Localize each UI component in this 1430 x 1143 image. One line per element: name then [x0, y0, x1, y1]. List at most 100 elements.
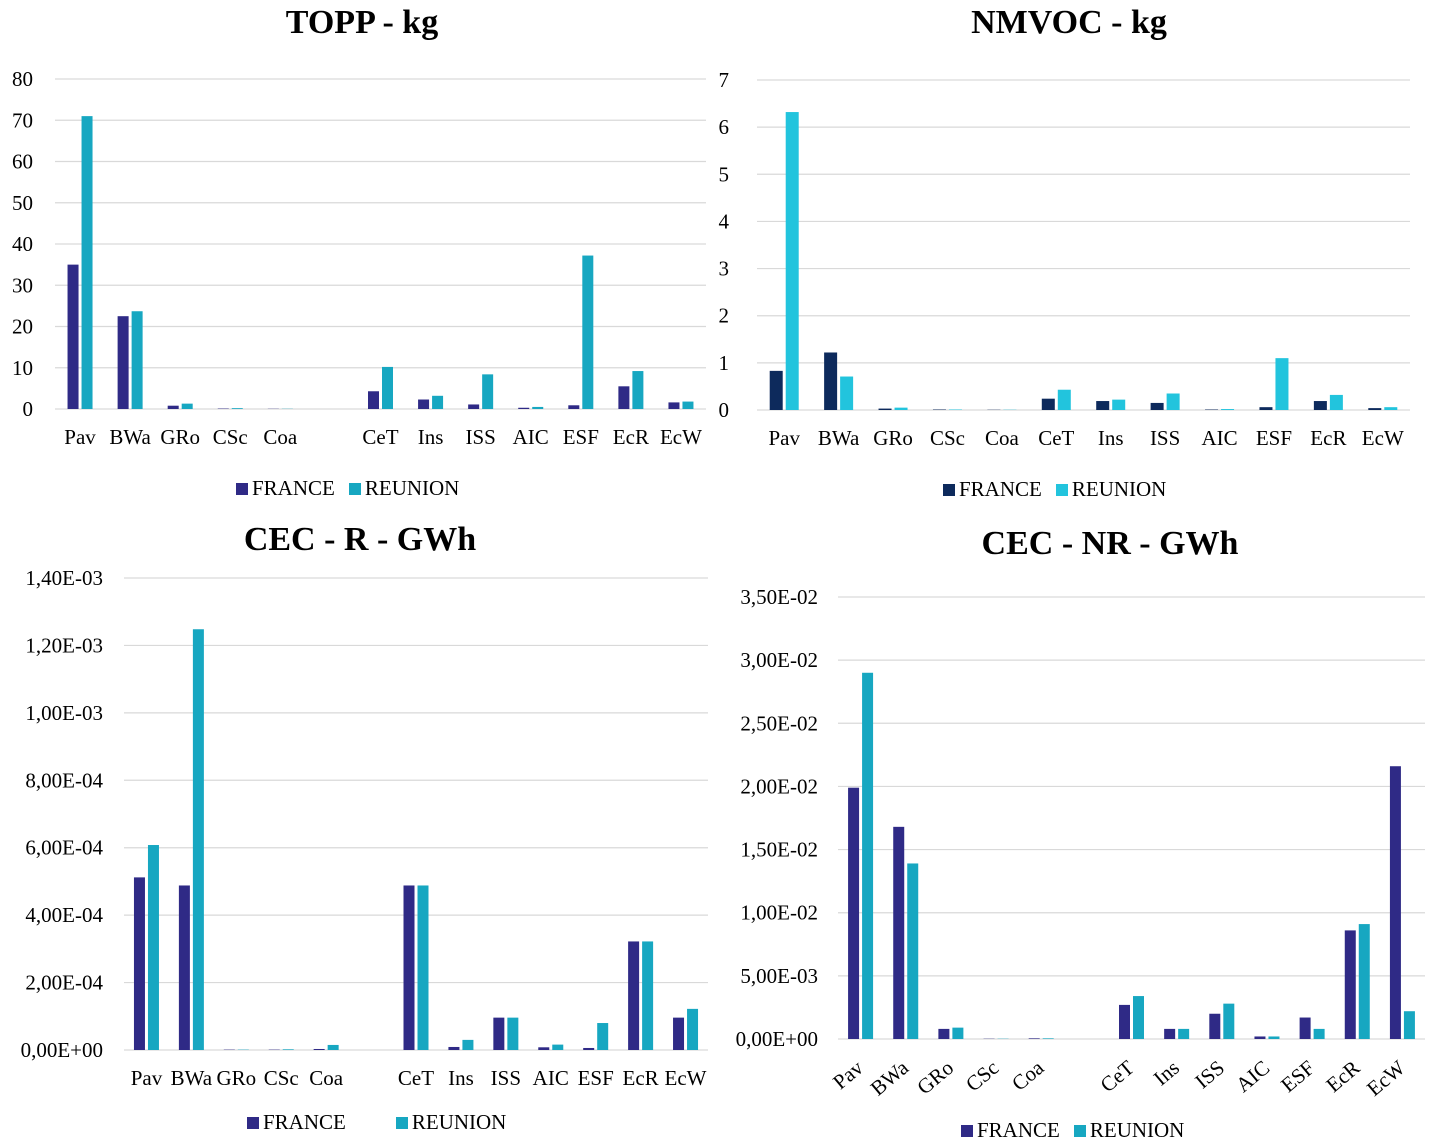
bar-reunion: [193, 629, 204, 1050]
x-tick-label: Coa: [985, 426, 1020, 450]
x-tick-label: EcW: [1362, 426, 1404, 450]
bar-reunion: [1043, 1038, 1054, 1039]
legend-item-france: FRANCE: [247, 1110, 346, 1135]
bar-france: [1119, 1005, 1130, 1039]
x-tick-label: ISS: [1190, 1055, 1229, 1093]
bar-france: [118, 316, 129, 409]
legend-swatch-reunion: [1056, 484, 1068, 496]
bar-reunion: [1275, 358, 1288, 410]
bar-reunion: [532, 407, 543, 409]
bar-reunion: [1359, 924, 1370, 1039]
bar-reunion: [1384, 407, 1397, 410]
bar-reunion: [1404, 1011, 1415, 1039]
bar-france: [1300, 1018, 1311, 1039]
bar-france: [824, 352, 837, 410]
x-tick-label: Ins: [448, 1066, 474, 1090]
bar-france: [314, 1049, 325, 1050]
x-tick-label: CeT: [362, 425, 398, 449]
y-tick-label: 2,00E-04: [25, 971, 103, 995]
bar-reunion: [1221, 409, 1234, 410]
bar-france: [879, 409, 892, 410]
x-tick-label: AIC: [1201, 426, 1237, 450]
bar-france: [1164, 1029, 1175, 1039]
bar-reunion: [462, 1040, 473, 1050]
y-tick-label: 20: [12, 315, 33, 339]
bar-reunion: [1133, 996, 1144, 1039]
bar-france: [134, 877, 145, 1050]
bar-reunion: [1268, 1036, 1279, 1039]
legend-swatch-france: [236, 483, 248, 495]
bar-france: [770, 371, 783, 410]
bar-reunion: [82, 116, 93, 409]
legend: FRANCE REUNION: [943, 477, 1180, 502]
x-tick-label: Coa: [309, 1066, 344, 1090]
legend-item-reunion: REUNION: [1056, 477, 1167, 502]
x-tick-label: AIC: [533, 1066, 569, 1090]
y-tick-label: 1,40E-03: [25, 566, 103, 590]
bar-reunion: [786, 112, 799, 410]
bar-reunion: [682, 402, 693, 409]
bar-france: [368, 391, 379, 409]
x-tick-label: GRo: [873, 426, 913, 450]
legend-label: REUNION: [1090, 1118, 1185, 1143]
bar-reunion: [432, 396, 443, 409]
chart-plot-cec-r: 0,00E+002,00E-044,00E-046,00E-048,00E-04…: [0, 515, 715, 1141]
x-tick-label: EcR: [623, 1066, 659, 1090]
x-tick-label: EcR: [1310, 426, 1346, 450]
bar-reunion: [582, 256, 593, 409]
x-tick-label: ESF: [1256, 426, 1292, 450]
legend-swatch-france: [943, 484, 955, 496]
chart-plot-cec-nr: 0,00E+005,00E-031,00E-021,50E-022,00E-02…: [715, 515, 1430, 1141]
bar-reunion: [382, 367, 393, 409]
bar-france: [448, 1047, 459, 1050]
y-tick-label: 8,00E-04: [25, 768, 103, 792]
x-tick-label: GRo: [160, 425, 200, 449]
x-tick-label: CSc: [264, 1066, 299, 1090]
y-tick-label: 70: [12, 108, 33, 132]
bar-reunion: [1058, 390, 1071, 410]
bar-reunion: [1223, 1004, 1234, 1039]
legend: FRANCE REUNION: [236, 476, 473, 501]
y-tick-label: 2,00E-02: [740, 774, 818, 798]
x-tick-label: Ins: [418, 425, 444, 449]
bar-france: [1368, 408, 1381, 410]
y-tick-label: 1,00E-03: [25, 701, 103, 725]
y-tick-label: 6,00E-04: [25, 836, 103, 860]
bar-reunion: [1314, 1029, 1325, 1039]
bar-france: [893, 827, 904, 1039]
y-tick-label: 50: [12, 191, 33, 215]
bar-reunion: [642, 941, 653, 1050]
y-tick-label: 80: [12, 67, 33, 91]
legend-label: REUNION: [365, 476, 460, 501]
x-tick-label: CSc: [961, 1055, 1003, 1096]
x-tick-label: BWa: [171, 1066, 213, 1090]
x-tick-label: ISS: [1150, 426, 1180, 450]
bar-france: [583, 1048, 594, 1050]
bar-reunion: [895, 408, 908, 410]
y-tick-label: 5: [719, 162, 730, 186]
x-tick-label: Coa: [263, 425, 298, 449]
y-tick-label: 7: [719, 68, 730, 92]
x-tick-label: ESF: [563, 425, 599, 449]
legend-swatch-france: [247, 1117, 259, 1129]
bar-france: [1259, 407, 1272, 410]
bar-france: [1029, 1038, 1040, 1039]
bar-reunion: [597, 1023, 608, 1050]
legend-item-france: FRANCE: [943, 477, 1042, 502]
bar-france: [1390, 766, 1401, 1039]
x-tick-label: Pav: [768, 426, 800, 450]
y-tick-label: 40: [12, 232, 33, 256]
bar-france: [168, 406, 179, 409]
bar-france: [668, 402, 679, 409]
y-tick-label: 10: [12, 356, 33, 380]
x-tick-label: ISS: [465, 425, 495, 449]
legend-swatch-reunion: [349, 483, 361, 495]
legend-label: FRANCE: [263, 1110, 346, 1135]
y-tick-label: 0,00E+00: [21, 1038, 103, 1062]
bar-france: [628, 941, 639, 1050]
y-tick-label: 0: [23, 397, 34, 421]
x-tick-label: ESF: [1276, 1055, 1319, 1097]
